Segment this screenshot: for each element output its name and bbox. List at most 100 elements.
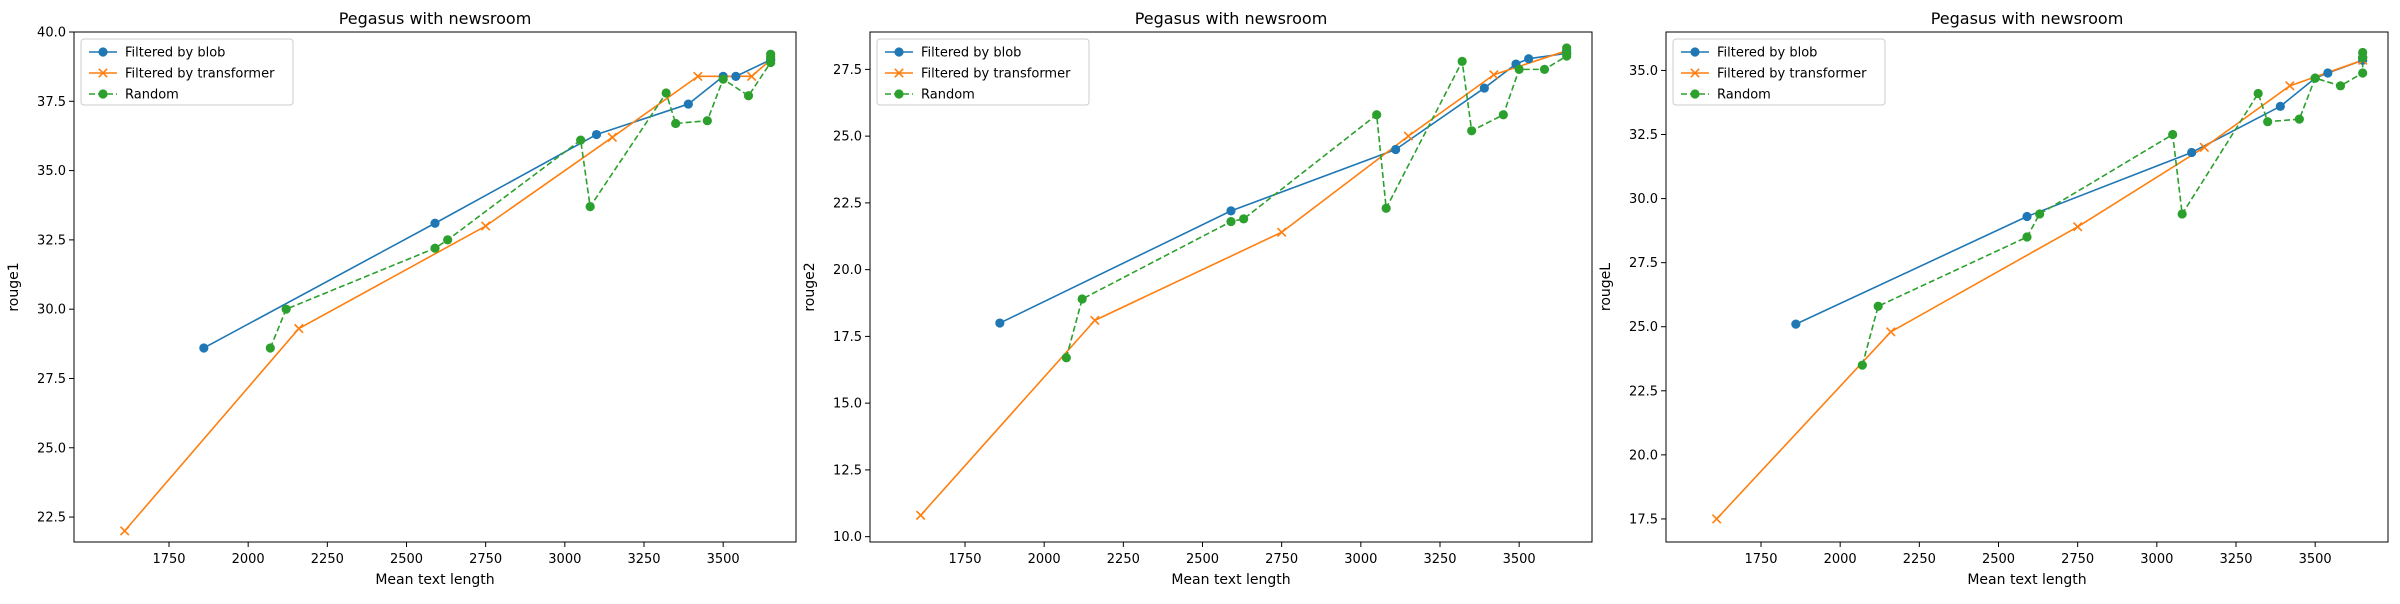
data-point-series-1 <box>2187 147 2197 158</box>
x-tick-label: 2750 <box>469 552 502 567</box>
legend-marker-1 <box>1690 47 1700 57</box>
data-point-series-1 <box>731 71 741 81</box>
data-point-series-1 <box>2022 211 2032 222</box>
data-point-series-3 <box>702 116 712 126</box>
data-point-series-3 <box>766 49 776 59</box>
data-point-series-2-b <box>480 221 491 231</box>
y-tick-label: 40.0 <box>37 26 66 41</box>
plot-area <box>915 43 1572 521</box>
data-point-series-2 <box>1711 514 1722 524</box>
x-tick-label: 3000 <box>548 552 581 567</box>
data-point-series-2 <box>1489 69 1499 80</box>
legend-marker-3 <box>98 89 108 99</box>
plot-area <box>1711 47 2368 524</box>
data-point-series-3 <box>2168 129 2178 140</box>
data-point-series-3 <box>2358 47 2368 58</box>
chart-panel-3: Pegasus with newsroom 1750 2000 2250 2500 275… <box>1598 9 2389 588</box>
data-point-series-2 <box>2285 81 2295 91</box>
data-point-series-2 <box>1886 327 1896 337</box>
data-point-series-2 <box>693 71 703 82</box>
data-point-series-2-b <box>294 323 304 334</box>
axes-frame <box>1665 31 2389 543</box>
data-point-series-1 <box>1391 144 1401 155</box>
x-axis-label: Mean text length <box>375 572 494 588</box>
legend-label-2: Filtered by transformer <box>125 67 275 82</box>
y-tick-label: 22.5 <box>1629 384 1658 399</box>
legend: Filtered by blob Filtered by transformer R… <box>1672 38 1886 106</box>
data-point-series-1 <box>995 318 1005 328</box>
x-tick-label: 3500 <box>1503 552 1536 567</box>
data-point-series-2 <box>607 132 618 143</box>
data-point-series-2-b <box>693 71 703 82</box>
legend: Filtered by blob Filtered by transformer R… <box>80 38 294 106</box>
data-point-series-3 <box>1226 216 1236 227</box>
y-axis-label: rouge2 <box>802 262 818 311</box>
series-line-1 <box>999 50 1568 324</box>
legend-marker-2 <box>1690 68 1700 78</box>
y-tick-label: 22.5 <box>37 511 66 526</box>
data-point-series-3 <box>281 304 291 314</box>
series-line-2 <box>124 59 772 532</box>
x-tick-label: 3250 <box>2219 552 2252 567</box>
x-tick-label: 2500 <box>390 552 423 567</box>
y-tick-label: 30.0 <box>37 303 66 318</box>
legend-marker-3 <box>894 89 904 99</box>
legend-box <box>80 38 294 106</box>
data-point-series-3 <box>1239 214 1249 224</box>
y-tick-label: 20.0 <box>833 263 862 278</box>
data-point-series-3 <box>1514 64 1524 74</box>
data-point-series-2-b <box>607 132 618 143</box>
y-tick-label: 27.5 <box>37 372 66 387</box>
x-tick-label: 3500 <box>2299 552 2332 567</box>
data-point-series-3 <box>1857 360 1867 370</box>
y-tick-label: 35.0 <box>1629 64 1658 79</box>
legend-label-1: Filtered by blob <box>125 46 225 61</box>
data-point-series-3 <box>1539 64 1550 74</box>
data-point-series-2-b <box>746 71 757 82</box>
x-tick-label: 2000 <box>232 552 265 567</box>
y-tick-label: 25.0 <box>37 441 66 456</box>
x-tick-label: 3000 <box>1344 552 1377 567</box>
data-point-series-2 <box>1276 227 1287 238</box>
x-tick-label: 3000 <box>2140 552 2173 567</box>
data-point-series-1 <box>199 343 209 353</box>
data-point-series-1 <box>1791 319 1801 329</box>
data-point-series-2-b <box>1489 69 1499 80</box>
data-point-series-2 <box>480 221 491 231</box>
data-point-series-3 <box>1061 353 1071 363</box>
data-point-series-2-b <box>1403 131 1414 141</box>
data-point-series-2 <box>2072 222 2083 232</box>
data-point-series-3 <box>1381 203 1391 213</box>
data-point-series-3 <box>1873 301 1883 311</box>
data-point-series-3 <box>2022 232 2032 242</box>
data-point-series-3 <box>2263 117 2273 127</box>
x-tick-label: 2750 <box>2061 552 2094 567</box>
data-point-series-3 <box>2177 209 2187 219</box>
legend-label-3: Random <box>921 88 975 103</box>
data-point-series-3 <box>1077 294 1087 304</box>
x-tick-label: 2250 <box>1107 552 1140 567</box>
axes-frame <box>73 31 797 543</box>
series-line-3 <box>269 54 772 349</box>
data-point-series-3 <box>2294 114 2304 124</box>
data-point-series-3 <box>2253 88 2263 99</box>
legend-label-2: Filtered by transformer <box>921 67 1071 82</box>
data-point-series-3 <box>2035 209 2045 219</box>
data-point-series-2 <box>1403 131 1414 141</box>
legend-marker-2 <box>894 68 904 78</box>
legend-marker-2-b <box>1690 68 1700 78</box>
data-point-series-1 <box>430 218 440 228</box>
data-point-series-1 <box>591 129 602 140</box>
y-tick-label: 17.5 <box>1629 512 1658 527</box>
data-point-series-2 <box>1090 315 1100 326</box>
data-point-series-2 <box>746 71 757 82</box>
data-point-series-2 <box>2199 142 2210 153</box>
data-point-series-3 <box>2335 81 2346 91</box>
y-tick-label: 27.5 <box>1629 256 1658 271</box>
chart-panel-1: Pegasus with newsroom 1750 2000 2250 2500 275… <box>6 9 797 588</box>
data-point-series-2-b <box>1886 327 1896 337</box>
legend-label-2: Filtered by transformer <box>1717 67 1867 82</box>
data-point-series-3 <box>1498 110 1508 120</box>
series-line-2 <box>1716 59 2363 520</box>
